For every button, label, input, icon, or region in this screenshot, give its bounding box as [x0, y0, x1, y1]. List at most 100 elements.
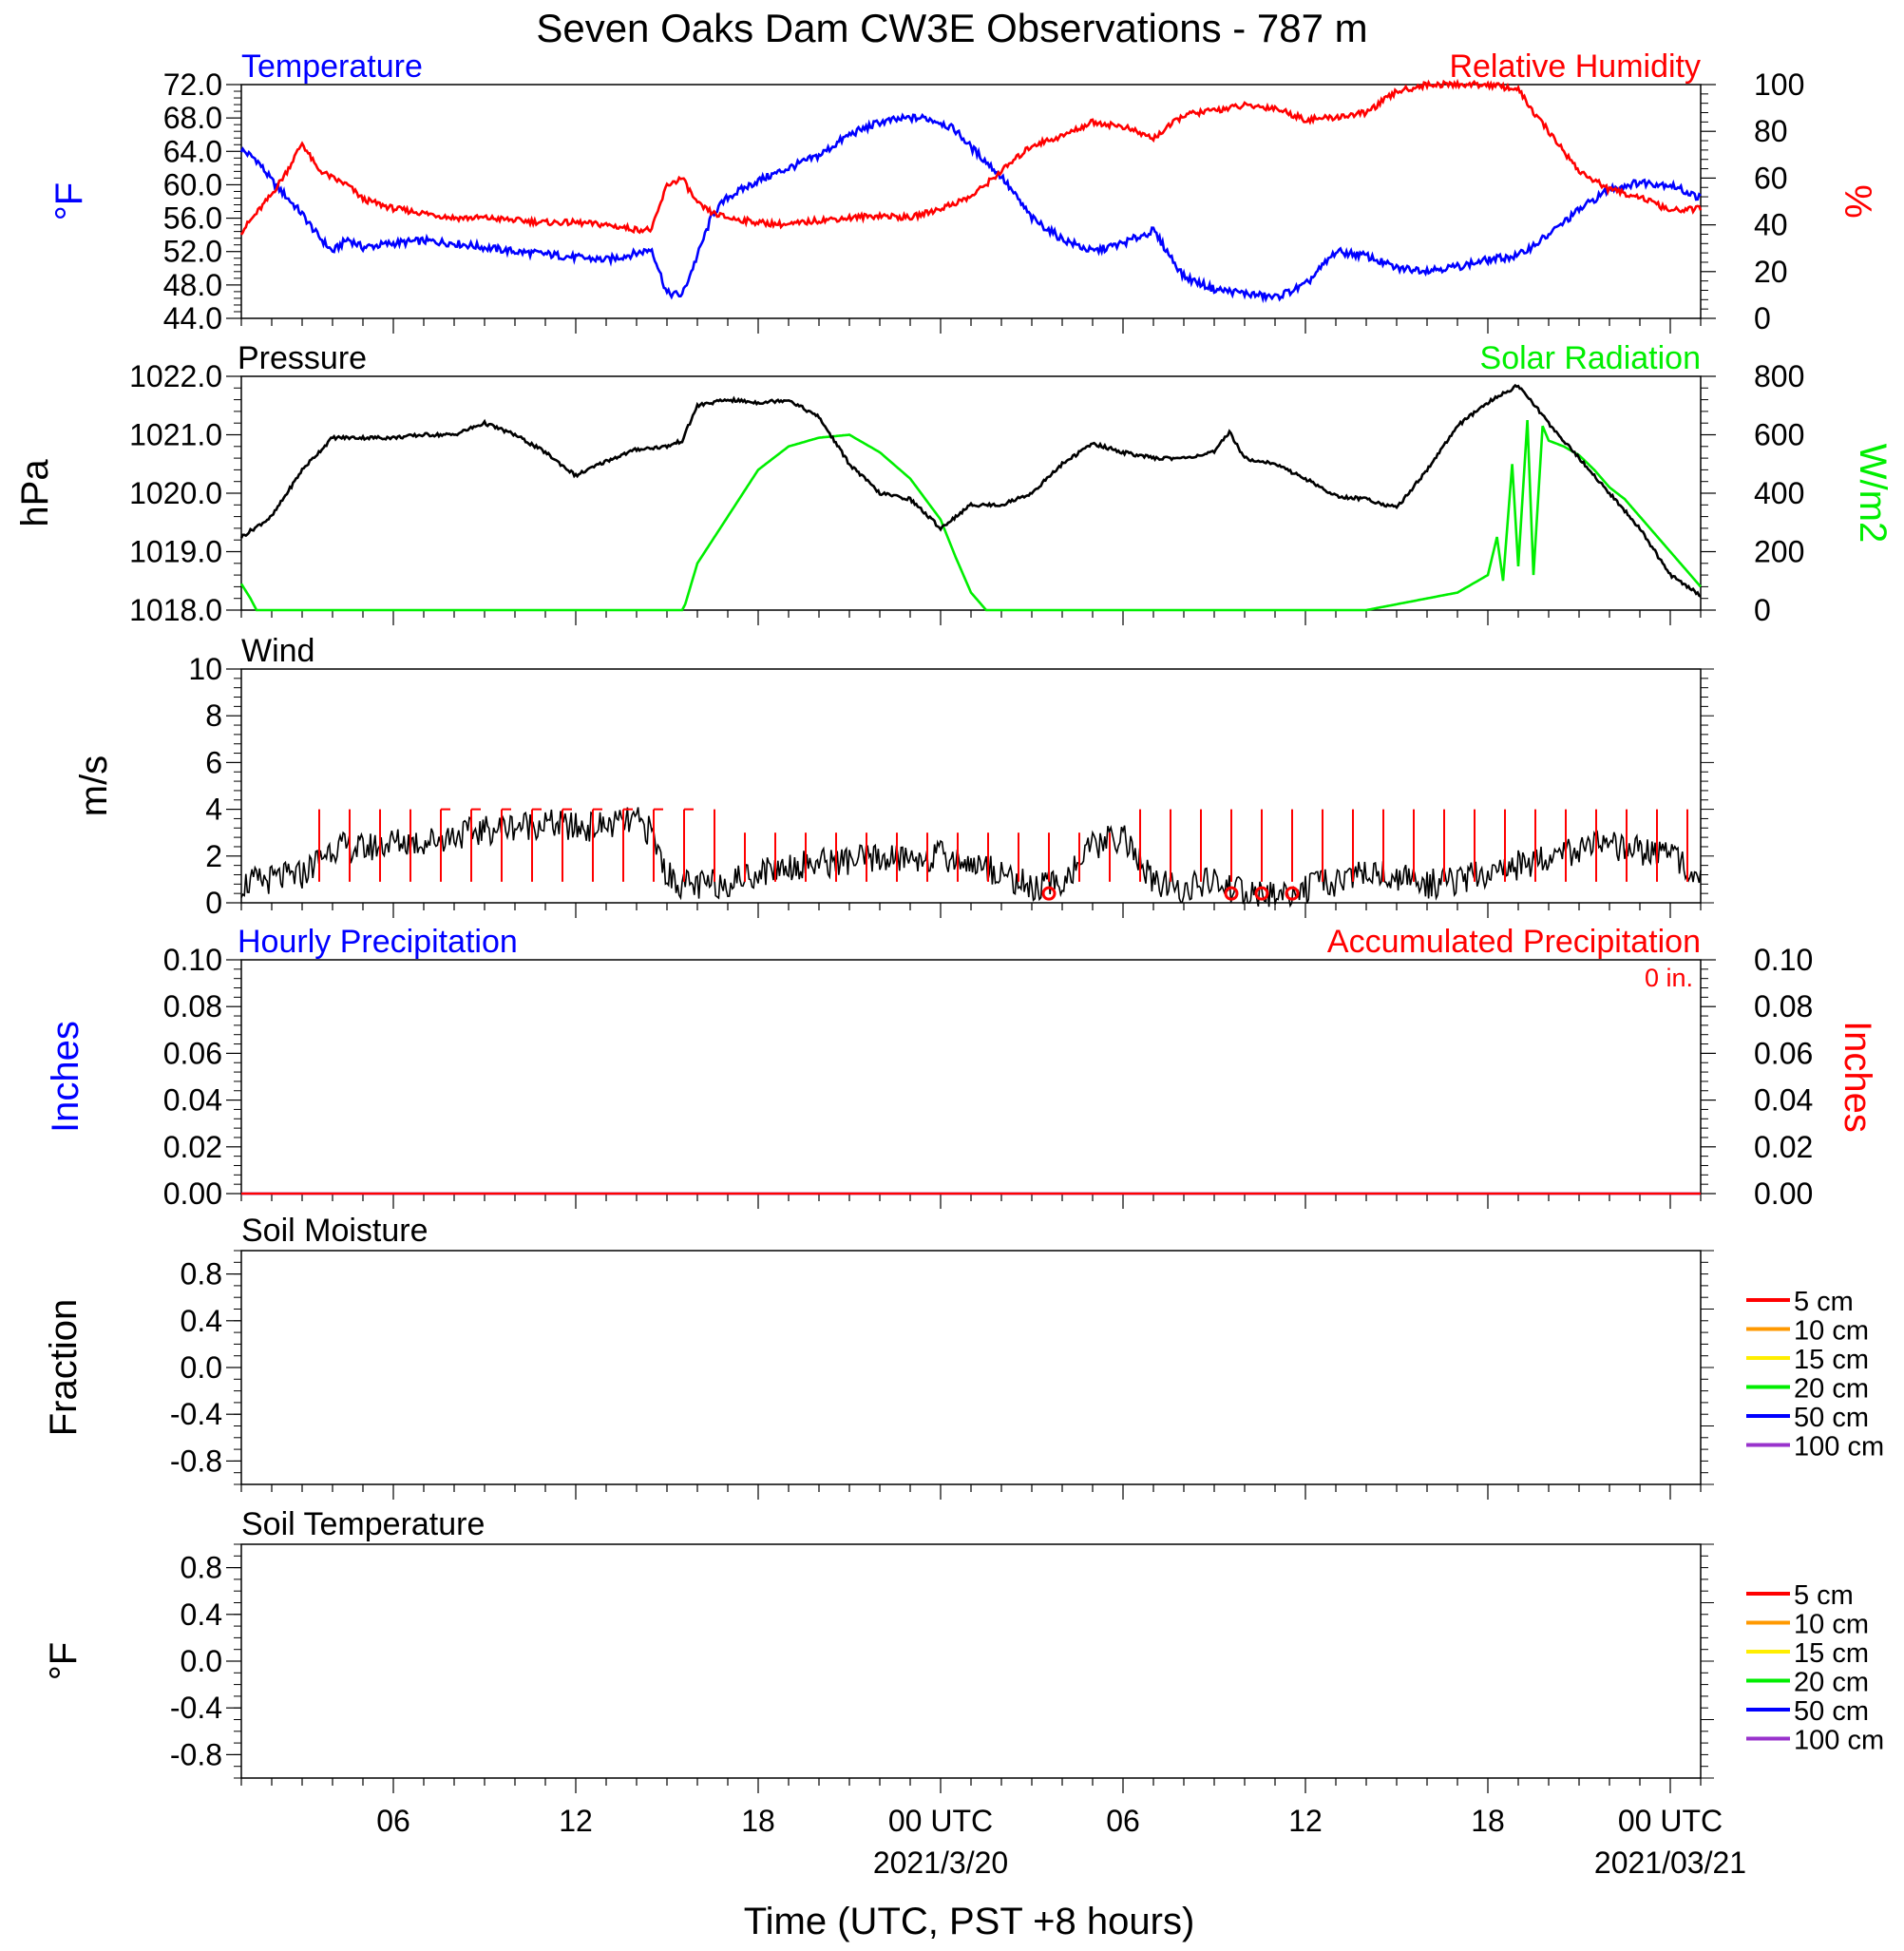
- x-tick-label: 00 UTC: [888, 1804, 993, 1838]
- y-tick-label-left: 0.4: [181, 1597, 222, 1632]
- pressure-title: Pressure: [238, 340, 367, 376]
- hourly-precip-title: Hourly Precipitation: [238, 924, 518, 960]
- wind-title: Wind: [241, 633, 314, 669]
- humidity-line: [239, 78, 1703, 236]
- y-tick-label-left: 1022.0: [129, 359, 222, 393]
- y-tick-label-right: 0: [1754, 593, 1771, 627]
- soil-temperature-title: Soil Temperature: [241, 1506, 485, 1542]
- y-tick-label-left: 1020.0: [129, 476, 222, 510]
- y-tick-label-right: 60: [1754, 161, 1788, 195]
- y-tick-label-left: 8: [205, 698, 222, 733]
- legend-label: 10 cm: [1794, 1316, 1869, 1347]
- y-tick-label-left: 52.0: [163, 235, 222, 269]
- legend-label: 50 cm: [1794, 1403, 1869, 1433]
- y-tick-label-left: 6: [205, 745, 222, 779]
- y-tick-label-right: 40: [1754, 208, 1788, 242]
- soil-moisture-axis-label: Fraction: [43, 1299, 85, 1437]
- y-tick-label-left: 0.4: [181, 1304, 222, 1338]
- calm-wind-marker: [1254, 886, 1269, 901]
- y-tick-label-left: 0: [205, 886, 222, 920]
- y-tick-label-right: 0.08: [1754, 989, 1813, 1023]
- x-tick-label: 00 UTC: [1618, 1804, 1723, 1838]
- humidity-axis-label: %: [1837, 184, 1878, 219]
- legend-label: 10 cm: [1794, 1610, 1869, 1640]
- y-tick-label-left: 68.0: [163, 101, 222, 135]
- soil-moisture-title: Soil Moisture: [241, 1213, 428, 1249]
- y-tick-label-left: 0.8: [181, 1257, 222, 1291]
- legend-label: 100 cm: [1794, 1726, 1884, 1756]
- pressure-axis-label: hPa: [14, 459, 56, 527]
- solar-line: [239, 420, 1702, 612]
- y-tick-label-left: -0.4: [170, 1691, 222, 1725]
- y-tick-label-left: 0.08: [163, 989, 222, 1023]
- legend-label: 5 cm: [1794, 1580, 1854, 1611]
- y-tick-label-left: 0.04: [163, 1083, 222, 1118]
- y-tick-label-left: 72.0: [163, 67, 222, 102]
- y-tick-label-right: 200: [1754, 535, 1804, 569]
- y-tick-label-right: 0.06: [1754, 1036, 1813, 1070]
- y-tick-label-left: 64.0: [163, 134, 222, 168]
- pressure-panel-frame: [240, 375, 1702, 611]
- legend-label: 20 cm: [1794, 1668, 1869, 1698]
- y-tick-label-right: 100: [1754, 67, 1804, 102]
- y-tick-label-left: 1021.0: [129, 418, 222, 452]
- panels: 72.068.064.060.056.052.048.044.010080604…: [14, 48, 1894, 1880]
- x-tick-label: 12: [559, 1804, 593, 1838]
- soil-temperature-panel-frame: [240, 1543, 1702, 1779]
- legend-label: 5 cm: [1794, 1287, 1854, 1317]
- y-tick-label-left: 0.06: [163, 1036, 222, 1070]
- y-tick-label-left: -0.4: [170, 1397, 222, 1431]
- accum-precip-total: 0 in.: [1645, 964, 1693, 992]
- accum-precip-axis-label: Inches: [1837, 1021, 1878, 1133]
- calm-wind-marker: [1224, 886, 1239, 901]
- y-tick-label-left: -0.8: [170, 1444, 222, 1478]
- calm-wind-marker: [1285, 886, 1300, 901]
- x-tick-label: 06: [376, 1804, 410, 1838]
- wind-axis-label: m/s: [73, 756, 115, 816]
- y-tick-label-left: 2: [205, 839, 222, 873]
- legend-label: 100 cm: [1794, 1432, 1884, 1463]
- solar-axis-label: W/m2: [1852, 444, 1894, 543]
- y-tick-label-left: 0.0: [181, 1644, 222, 1678]
- x-tick-label: 18: [741, 1804, 775, 1838]
- humidity-title: Relative Humidity: [1449, 48, 1701, 85]
- temperature-axis-label: °F: [48, 182, 90, 220]
- wind-line: [240, 807, 1702, 909]
- y-tick-label-left: 1019.0: [129, 535, 222, 569]
- legend-label: 20 cm: [1794, 1374, 1869, 1405]
- y-tick-label-left: 1018.0: [129, 593, 222, 627]
- x-date-label: 2021/3/20: [873, 1846, 1008, 1880]
- solar-title: Solar Radiation: [1480, 340, 1701, 376]
- y-tick-label-right: 0.04: [1754, 1083, 1813, 1118]
- y-tick-label-right: 600: [1754, 418, 1804, 452]
- x-date-label: 2021/03/21: [1594, 1846, 1746, 1880]
- y-tick-label-left: -0.8: [170, 1737, 222, 1771]
- y-tick-label-left: 0.02: [163, 1130, 222, 1164]
- y-tick-label-right: 800: [1754, 359, 1804, 393]
- y-tick-label-right: 400: [1754, 476, 1804, 510]
- soil-temperature-axis-label: °F: [43, 1642, 85, 1680]
- x-axis-label: Time (UTC, PST +8 hours): [744, 1901, 1195, 1942]
- y-tick-label-right: 0.10: [1754, 943, 1813, 977]
- y-tick-label-left: 48.0: [163, 268, 222, 302]
- pressure-line: [239, 383, 1702, 598]
- y-tick-label-right: 0.00: [1754, 1176, 1813, 1211]
- soil-moisture-panel-frame: [240, 1250, 1702, 1485]
- y-tick-label-left: 0.0: [181, 1350, 222, 1385]
- temperature-line: [239, 112, 1702, 304]
- legend-label: 50 cm: [1794, 1696, 1869, 1727]
- y-tick-label-left: 56.0: [163, 201, 222, 236]
- accum-precip-title: Accumulated Precipitation: [1327, 924, 1701, 960]
- y-tick-label-right: 0: [1754, 301, 1771, 335]
- y-tick-label-left: 0.8: [181, 1551, 222, 1585]
- x-tick-label: 06: [1106, 1804, 1140, 1838]
- temperature-title: Temperature: [241, 48, 423, 85]
- y-tick-label-left: 0.10: [163, 943, 222, 977]
- legend-label: 15 cm: [1794, 1638, 1869, 1669]
- y-tick-label-right: 80: [1754, 114, 1788, 148]
- x-tick-label: 12: [1288, 1804, 1323, 1838]
- calm-wind-marker: [1041, 886, 1057, 901]
- temperature-panel-frame: [240, 84, 1702, 319]
- y-tick-label-left: 4: [205, 793, 222, 827]
